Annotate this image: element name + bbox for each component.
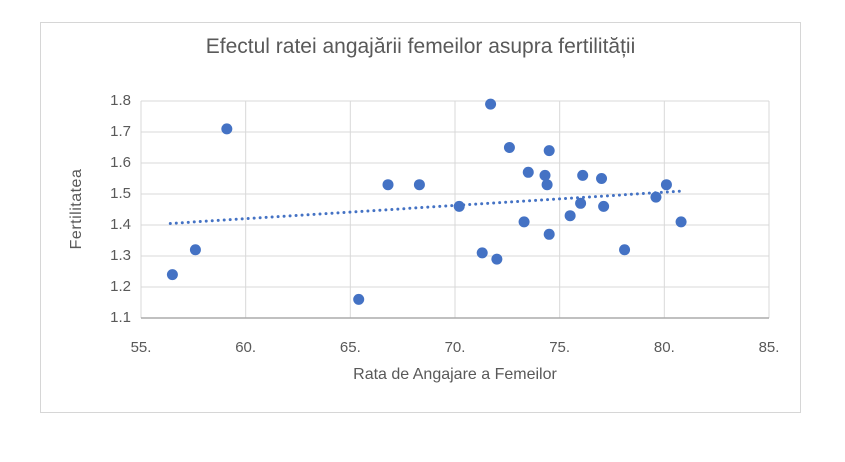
data-point [543, 145, 555, 157]
data-point [166, 269, 178, 281]
data-point [189, 244, 201, 256]
data-point [522, 166, 534, 178]
data-point [596, 173, 608, 184]
data-point [221, 123, 233, 135]
y-tick-label: 1.5 [110, 185, 131, 202]
data-point [650, 191, 662, 203]
x-tick-label: 70. [444, 339, 466, 356]
x-tick-label: 55. [130, 339, 152, 356]
y-tick-label: 1.1 [110, 309, 131, 326]
data-point [453, 200, 465, 212]
data-point [577, 169, 589, 181]
data-point [660, 179, 672, 191]
data-point [476, 247, 488, 259]
data-point [598, 200, 610, 212]
y-tick-label: 1.3 [110, 247, 131, 264]
data-point [485, 98, 497, 110]
data-point [353, 293, 365, 305]
y-axis-title: Fertilitatea [68, 168, 85, 250]
x-tick-label: 65. [339, 339, 361, 356]
data-point [491, 253, 503, 265]
y-tick-label: 1.6 [110, 154, 131, 171]
x-tick-label: 75. [549, 339, 571, 356]
data-point [619, 244, 631, 256]
data-point [675, 216, 687, 228]
x-tick-label: 80. [653, 339, 675, 356]
data-point [413, 179, 425, 191]
data-point [539, 169, 551, 181]
x-tick-label: 60. [235, 339, 257, 356]
x-axis-title: Rata de Angajare a Femeilor [353, 366, 557, 383]
data-point [564, 210, 576, 222]
data-point [503, 142, 515, 153]
y-tick-label: 1.4 [110, 216, 131, 233]
trendline [168, 189, 687, 225]
scatter-plot-canvas [140, 98, 770, 319]
chart-title: Efectul ratei angajării femeilor asupra … [205, 35, 636, 58]
data-point [518, 216, 530, 228]
x-tick-label: 85. [758, 339, 780, 356]
data-point [543, 228, 555, 240]
data-point [575, 197, 587, 209]
y-tick-label: 1.8 [110, 92, 131, 109]
data-point [541, 179, 553, 191]
data-point [382, 179, 394, 191]
chart-container: Efectul ratei angajării femeilor asupra … [40, 22, 801, 413]
y-tick-label: 1.7 [110, 123, 131, 140]
y-tick-label: 1.2 [110, 278, 131, 295]
